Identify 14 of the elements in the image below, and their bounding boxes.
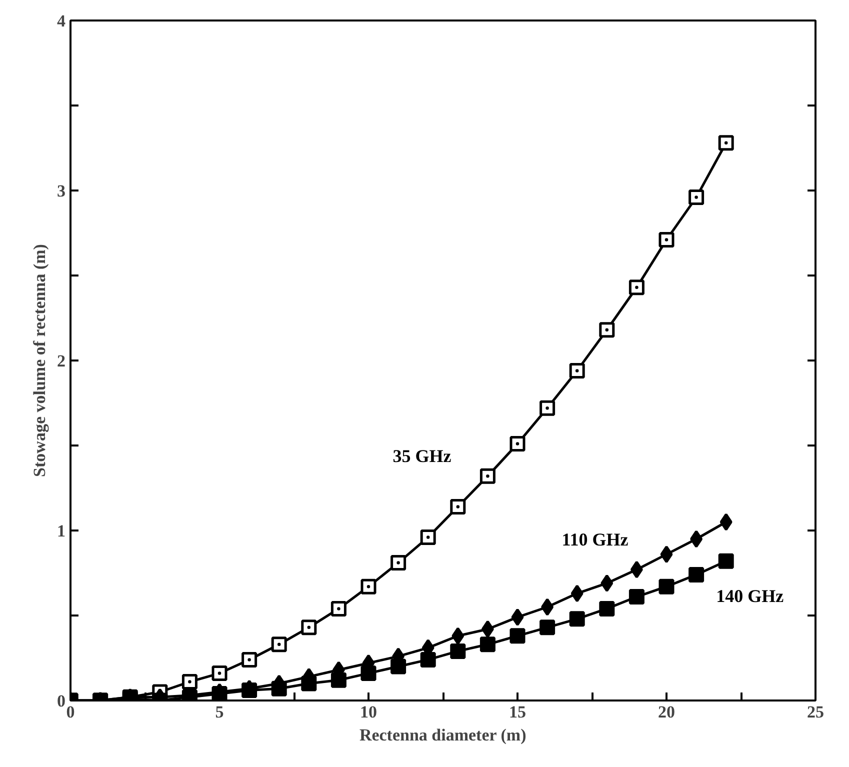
x-tick-label: 20 — [658, 702, 675, 722]
x-tick-label: 5 — [215, 702, 224, 722]
x-tick-label: 15 — [509, 702, 526, 722]
x-tick-label: 25 — [807, 702, 824, 722]
x-axis-title: Rectenna diameter (m) — [359, 726, 526, 744]
series-label: 110 GHz — [562, 530, 628, 550]
y-tick-label: 2 — [57, 352, 66, 370]
x-tick-label: 10 — [360, 702, 377, 722]
series-label: 140 GHz — [716, 586, 784, 606]
y-tick-label: 3 — [57, 182, 66, 200]
series-label: 35 GHz — [392, 446, 452, 466]
y-axis-title: Stowage volume of rectenna (m) — [30, 244, 49, 477]
y-tick-label: 1 — [57, 522, 66, 540]
y-tick-label: 4 — [57, 12, 66, 30]
